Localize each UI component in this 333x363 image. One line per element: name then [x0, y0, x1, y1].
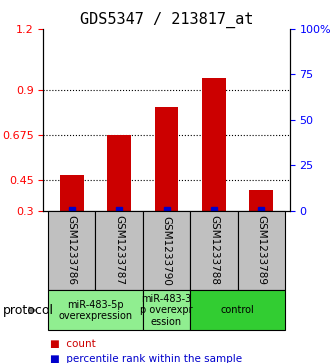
FancyBboxPatch shape [48, 211, 96, 290]
Text: ■  percentile rank within the sample: ■ percentile rank within the sample [50, 354, 242, 363]
FancyBboxPatch shape [190, 290, 285, 330]
Bar [202, 78, 226, 211]
Text: ■  count: ■ count [50, 339, 96, 350]
FancyBboxPatch shape [190, 211, 237, 290]
FancyBboxPatch shape [237, 211, 285, 290]
Bar [107, 135, 131, 211]
Text: control: control [221, 305, 254, 315]
Title: GDS5347 / 213817_at: GDS5347 / 213817_at [80, 12, 253, 28]
FancyBboxPatch shape [143, 290, 190, 330]
Text: GSM1233790: GSM1233790 [162, 216, 171, 285]
Text: GSM1233788: GSM1233788 [209, 216, 219, 285]
Bar [60, 175, 84, 211]
Text: miR-483-5p
overexpression: miR-483-5p overexpression [58, 299, 133, 321]
FancyBboxPatch shape [48, 290, 143, 330]
Text: protocol: protocol [3, 304, 54, 317]
FancyBboxPatch shape [96, 211, 143, 290]
FancyBboxPatch shape [143, 211, 190, 290]
Bar [155, 107, 178, 211]
Text: GSM1233786: GSM1233786 [67, 216, 77, 285]
Text: GSM1233787: GSM1233787 [114, 216, 124, 285]
Bar [249, 190, 273, 211]
Text: miR-483-3
p overexpr
ession: miR-483-3 p overexpr ession [140, 294, 193, 327]
Text: GSM1233789: GSM1233789 [256, 216, 266, 285]
